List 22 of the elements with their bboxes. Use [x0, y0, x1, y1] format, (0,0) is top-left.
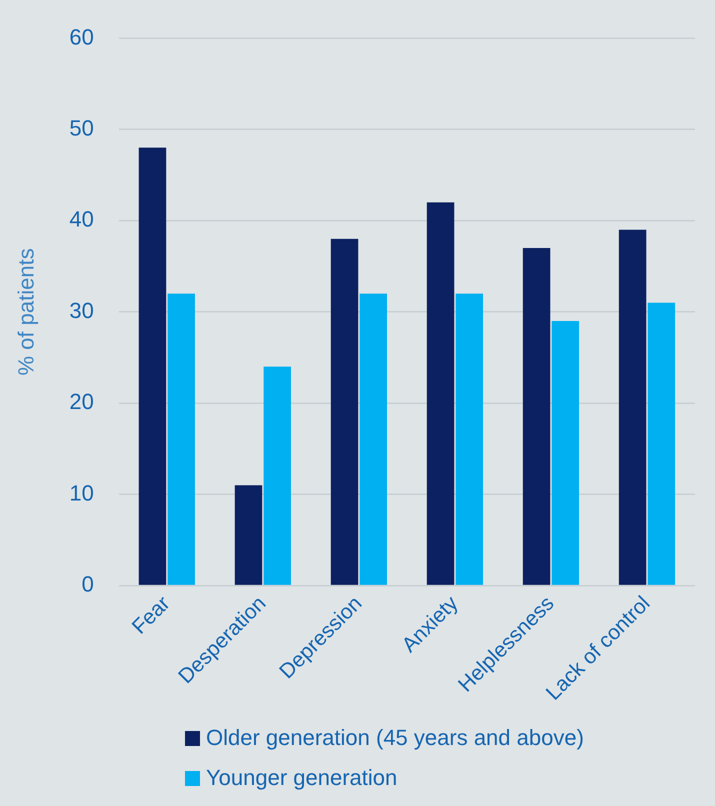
bar [168, 294, 195, 585]
bar [330, 238, 358, 585]
y-tick-label: 20 [69, 389, 94, 414]
y-axis-title: % of patients [13, 248, 38, 376]
bar [360, 294, 388, 585]
y-tick-label: 40 [69, 206, 94, 232]
bar [522, 248, 550, 585]
legend-label: Younger generation [206, 765, 398, 791]
legend-label: Older generation (45 years and above) [206, 725, 584, 751]
y-tick-label: 30 [69, 298, 94, 323]
y-tick-label: 50 [69, 116, 94, 140]
y-tick-label: 10 [69, 480, 94, 506]
bar [618, 230, 646, 585]
bar [648, 302, 676, 585]
y-tick-label: 0 [82, 572, 94, 597]
bar [426, 202, 454, 585]
bar [264, 366, 291, 585]
bar [138, 148, 166, 585]
bar [456, 294, 484, 585]
y-tick-label: 60 [69, 24, 94, 50]
bar [234, 485, 262, 585]
bar [552, 321, 580, 585]
